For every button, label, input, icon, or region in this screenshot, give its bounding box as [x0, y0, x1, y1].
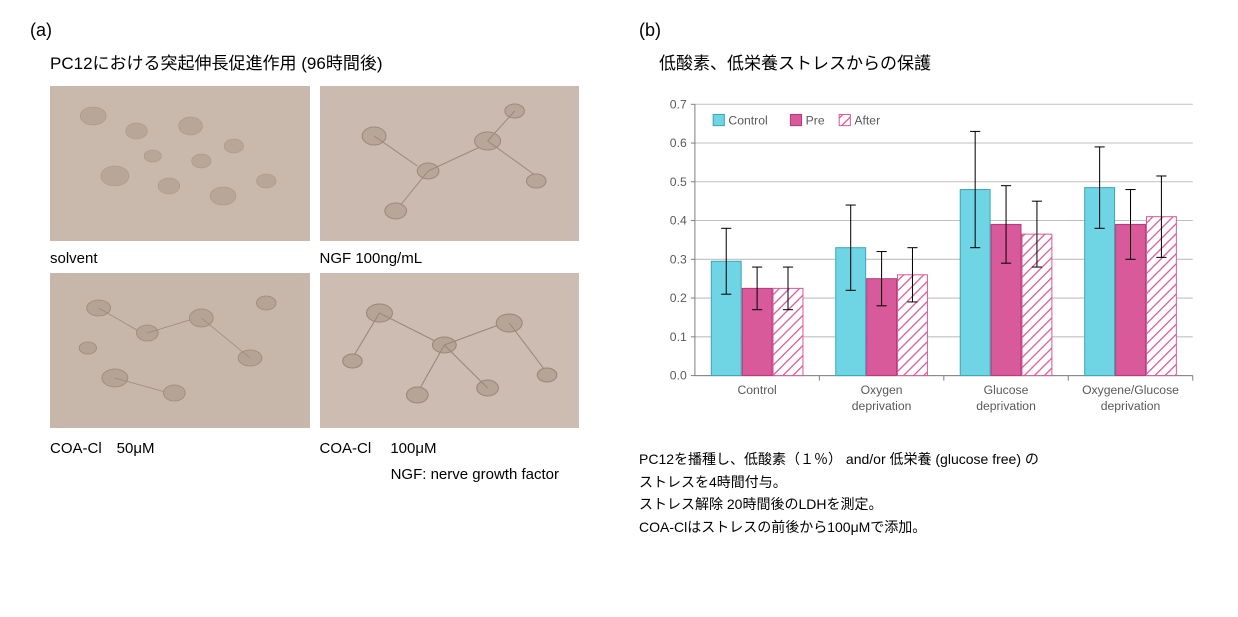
panel-b: (b) 低酸素、低栄養ストレスからの保護 0.00.10.20.30.40.50… — [639, 20, 1208, 597]
micrograph-cell: solvent — [50, 86, 310, 267]
svg-text:Oxygen: Oxygen — [861, 383, 903, 397]
panel-b-title: 低酸素、低栄養ストレスからの保護 — [659, 49, 1208, 74]
micrograph-cell: NGF 100ng/mL — [320, 86, 580, 267]
svg-text:deprivation: deprivation — [976, 399, 1036, 413]
svg-text:Control: Control — [728, 114, 767, 128]
caption-line: PC12を播種し、低酸素（１％） and/or 低栄養 (glucose fre… — [639, 448, 1208, 470]
chart-container: 0.0 0.1 0.2 0.3 0.4 0.5 0.6 0.7 Control Oxygen dep… — [639, 86, 1208, 436]
panel-a: (a) PC12における突起伸長促進作用 (96時間後) solvent — [30, 20, 599, 597]
svg-text:0.5: 0.5 — [670, 175, 687, 189]
svg-text:deprivation: deprivation — [1101, 399, 1161, 413]
svg-text:Glucose: Glucose — [984, 383, 1029, 397]
caption-line: COA-Clはストレスの前後から100μMで添加。 — [639, 516, 1208, 538]
svg-text:Oxygene/Glucose: Oxygene/Glucose — [1082, 383, 1179, 397]
micrograph-image — [50, 86, 310, 241]
bar-chart: 0.0 0.1 0.2 0.3 0.4 0.5 0.6 0.7 Control Oxygen dep… — [639, 86, 1208, 431]
panel-a-label: (a) — [30, 20, 599, 41]
micrograph-caption: NGF 100ng/mL — [320, 250, 580, 267]
svg-text:Pre: Pre — [806, 114, 825, 128]
micrograph-caption: COA-Cl 50μM — [50, 437, 310, 458]
svg-text:0.4: 0.4 — [670, 214, 687, 228]
svg-text:0.0: 0.0 — [670, 369, 687, 383]
micrograph-caption: solvent — [50, 250, 310, 267]
micrograph-image — [320, 273, 580, 428]
micrograph-cell: COA-Cl 100μM — [320, 273, 580, 458]
micrograph-image — [50, 273, 310, 428]
svg-text:Control: Control — [737, 383, 776, 397]
micrograph-caption: COA-Cl 100μM — [320, 437, 580, 458]
micrograph-grid: solvent NGF 100ng/mL — [30, 86, 599, 458]
svg-text:0.3: 0.3 — [670, 252, 687, 266]
micrograph-cell: COA-Cl 50μM — [50, 273, 310, 458]
panel-a-title: PC12における突起伸長促進作用 (96時間後) — [50, 49, 599, 74]
svg-text:0.6: 0.6 — [670, 136, 687, 150]
chart-caption: PC12を播種し、低酸素（１％） and/or 低栄養 (glucose fre… — [639, 448, 1208, 538]
caption-line: ストレスを4時間付与。 — [639, 471, 1208, 493]
svg-text:0.2: 0.2 — [670, 291, 687, 305]
svg-text:0.1: 0.1 — [670, 330, 687, 344]
svg-text:deprivation: deprivation — [852, 399, 912, 413]
caption-line: ストレス解除 20時間後のLDHを測定。 — [639, 493, 1208, 515]
panel-b-label: (b) — [639, 20, 1208, 41]
micrograph-image — [320, 86, 580, 241]
svg-text:0.7: 0.7 — [670, 97, 687, 111]
svg-text:After: After — [854, 114, 880, 128]
panel-a-footer: NGF: nerve growth factor — [30, 466, 599, 483]
